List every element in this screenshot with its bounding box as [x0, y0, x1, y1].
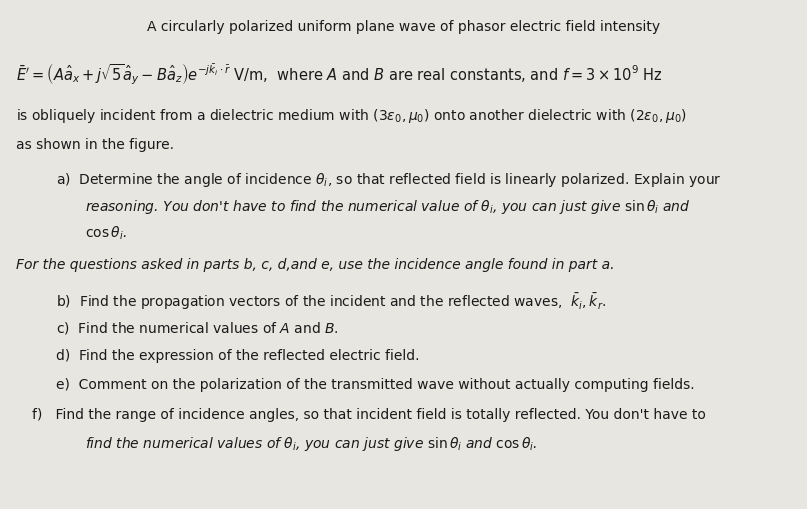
Text: b)  Find the propagation vectors of the incident and the reflected waves,  $\bar: b) Find the propagation vectors of the i…: [56, 290, 607, 311]
Text: A circularly polarized uniform plane wave of phasor electric field intensity: A circularly polarized uniform plane wav…: [147, 20, 660, 34]
Text: d)  Find the expression of the reflected electric field.: d) Find the expression of the reflected …: [56, 349, 420, 362]
Text: f)   Find the range of incidence angles, so that incident field is totally refle: f) Find the range of incidence angles, s…: [32, 407, 706, 421]
Text: c)  Find the numerical values of $A$ and $B$.: c) Find the numerical values of $A$ and …: [56, 320, 339, 335]
Text: For the questions asked in parts b, c, d,and e, use the incidence angle found in: For the questions asked in parts b, c, d…: [16, 257, 615, 271]
Text: reasoning. You don't have to find the numerical value of $\theta_i$, you can jus: reasoning. You don't have to find the nu…: [85, 197, 690, 215]
Text: is obliquely incident from a dielectric medium with $(3\varepsilon_0, \mu_0)$ on: is obliquely incident from a dielectric …: [16, 107, 687, 125]
Text: e)  Comment on the polarization of the transmitted wave without actually computi: e) Comment on the polarization of the tr…: [56, 378, 695, 391]
Text: $\bar{E}^{\prime} = \left(A\hat{a}_x + j\sqrt{5}\hat{a}_y - B\hat{a}_z\right)e^{: $\bar{E}^{\prime} = \left(A\hat{a}_x + j…: [16, 61, 663, 87]
Text: $\cos\theta_i$.: $\cos\theta_i$.: [85, 224, 127, 241]
Text: a)  Determine the angle of incidence $\theta_i$, so that reflected field is line: a) Determine the angle of incidence $\th…: [56, 171, 722, 188]
Text: as shown in the figure.: as shown in the figure.: [16, 137, 174, 151]
Text: find the numerical values of $\theta_i$, you can just give $\sin\theta_i$ and $\: find the numerical values of $\theta_i$,…: [85, 434, 537, 451]
